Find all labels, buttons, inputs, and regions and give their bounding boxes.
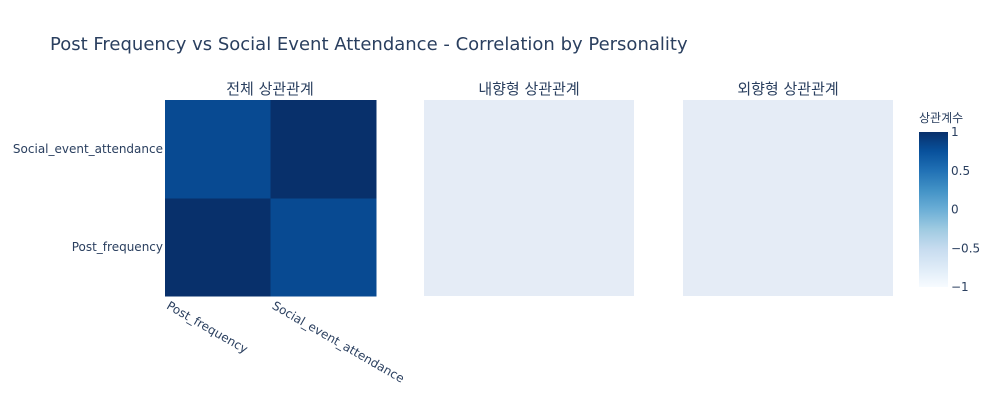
panel-title-introvert: 내향형 상관관계	[478, 80, 579, 98]
panel-introvert-plot-area	[424, 100, 634, 296]
colorbar-title: 상관계수	[919, 111, 963, 125]
heatmap-cell	[270, 198, 377, 297]
colorbar: 상관계수 1 0.5 0 −0.5 −1	[919, 111, 980, 294]
x-axis-tick-labels: Post_frequency Social_event_attendance	[164, 298, 406, 385]
colorbar-tick-label: −0.5	[951, 241, 980, 255]
heatmap-cell	[165, 198, 271, 297]
chart-title: Post Frequency vs Social Event Attendanc…	[50, 34, 688, 55]
panel-extrovert: 외향형 상관관계	[683, 80, 893, 296]
x-tick-label: Post_frequency	[164, 298, 250, 356]
colorbar-ticks: 1 0.5 0 −0.5 −1	[951, 125, 980, 294]
x-tick-label: Social_event_attendance	[270, 298, 407, 385]
y-axis-tick-labels: Post_frequency Social_event_attendance	[13, 142, 163, 254]
colorbar-gradient	[919, 132, 948, 287]
panel-title-overall: 전체 상관관계	[226, 80, 314, 98]
y-tick-label: Social_event_attendance	[13, 142, 163, 156]
heatmap-cells-overall	[165, 100, 377, 297]
colorbar-tick-label: 0.5	[951, 164, 970, 178]
colorbar-tick-label: 1	[951, 125, 959, 139]
colorbar-tick-label: −1	[951, 280, 969, 294]
colorbar-tick-label: 0	[951, 203, 959, 217]
y-tick-label: Post_frequency	[72, 240, 163, 254]
panel-overall: 전체 상관관계 Post_frequency Social_event_atten…	[13, 80, 407, 386]
panel-extrovert-plot-area	[683, 100, 893, 296]
panel-introvert: 내향형 상관관계	[424, 80, 634, 296]
heatmap-cell	[270, 100, 377, 199]
panel-title-extrovert: 외향형 상관관계	[737, 80, 838, 98]
heatmap-cell	[165, 100, 271, 199]
